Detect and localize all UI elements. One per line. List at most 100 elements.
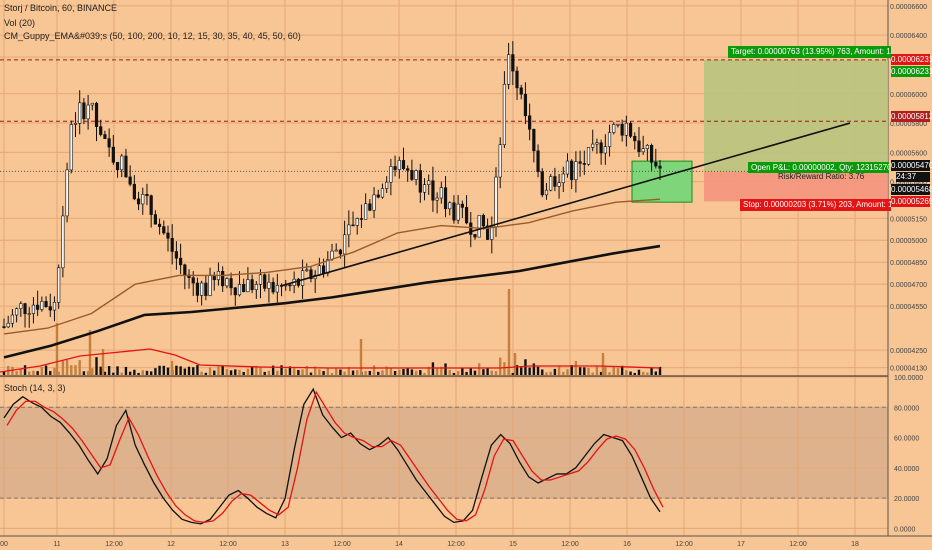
volume-bar (263, 371, 266, 375)
candle-body (633, 136, 637, 142)
volume-bar (318, 369, 321, 375)
candle-body (111, 146, 115, 163)
candle-body (233, 287, 237, 296)
candle-body (179, 257, 183, 266)
volume-bar (448, 369, 451, 375)
volume-bar (175, 365, 178, 375)
candle-body (288, 284, 292, 287)
candle-body (149, 195, 153, 215)
volume-bar (28, 371, 31, 375)
volume-bar (343, 371, 346, 375)
volume-legend[interactable]: Vol (20) (4, 18, 36, 28)
candle-body (27, 313, 31, 315)
candle-body (31, 304, 36, 314)
price-axis-label: 0.00005150 (890, 216, 927, 223)
candle-body (380, 188, 385, 198)
volume-bar (515, 365, 519, 375)
price-axis-label: 0.00006600 (890, 4, 927, 11)
volume-bar (154, 368, 157, 375)
candle-body (389, 166, 393, 183)
volume-bar (402, 369, 405, 375)
open-pnl-label[interactable]: Open P&L: 0.00000002, Qty: 123152701 (748, 162, 889, 173)
guppy-legend[interactable]: CM_Guppy_EMA&#039;s (50, 100, 200, 10, 1… (4, 31, 301, 41)
volume-bar (444, 363, 447, 375)
candle-body (52, 301, 57, 311)
candle-body (561, 173, 565, 184)
candle-body (296, 278, 300, 286)
candle-body (351, 224, 355, 227)
volume-bar (490, 370, 493, 375)
volume-bar (372, 365, 376, 375)
volume-bar (305, 365, 308, 375)
target-label[interactable]: Target: 0.00000763 (13.95%) 763, Amount:… (728, 46, 891, 58)
price-axis-label: 0.00005800 (890, 121, 927, 128)
candle-body (490, 226, 494, 240)
candle-body (435, 197, 439, 201)
candle-body (162, 226, 166, 234)
candle-body (250, 279, 254, 291)
volume-bar (44, 365, 48, 375)
price-tag-target-green: 0.00006231 (891, 66, 932, 77)
volume-bar (330, 372, 334, 375)
symbol-legend[interactable]: Storj / Bitcoin, 60, BINANCE (4, 3, 118, 13)
candle-body (658, 165, 662, 169)
candle-body (107, 138, 111, 148)
candle-body (267, 281, 271, 289)
candle-body (170, 237, 174, 252)
volume-bar (116, 366, 119, 375)
volume-spike (170, 361, 174, 375)
volume-bar (368, 370, 372, 375)
price-tag-level: 0.00005812 (891, 111, 932, 122)
volume-bar (503, 362, 506, 375)
volume-bar (511, 372, 515, 375)
volume-bar (414, 370, 418, 375)
volume-bar (364, 371, 367, 375)
volume-spike (88, 330, 92, 375)
time-axis-label: 15 (509, 541, 517, 548)
volume-bar (419, 370, 422, 375)
candle-body (452, 202, 456, 221)
volume-bar (385, 366, 388, 375)
stoch-legend[interactable]: Stoch (14, 3, 3) (4, 383, 66, 393)
volume-bar (141, 370, 144, 375)
time-axis-label: 12:00 (219, 541, 237, 548)
candle-body (82, 102, 86, 120)
candle-body (40, 301, 44, 310)
volume-bar (423, 372, 426, 375)
volume-bar (280, 365, 283, 375)
candle-body (44, 301, 48, 307)
candle-body (586, 147, 591, 165)
volume-bar (398, 369, 401, 375)
candle-body (221, 271, 225, 287)
volume-bar (204, 372, 208, 375)
candle-body (263, 274, 267, 289)
time-axis-label: 14 (395, 541, 403, 548)
stop-label[interactable]: Stop: 0.00000203 (3.71%) 203, Amount: 1 (740, 199, 892, 211)
volume-bar (288, 366, 292, 375)
candle-body (355, 218, 359, 226)
candle-body (99, 126, 103, 135)
volume-bar (40, 366, 44, 375)
candle-body (242, 284, 246, 293)
stop-zone (704, 171, 888, 202)
candle-body (157, 223, 162, 227)
candle-body (385, 181, 389, 189)
candle-body (477, 215, 481, 238)
volume-bar (532, 363, 536, 375)
volume-bar (339, 369, 342, 375)
candle-body (612, 124, 616, 133)
candle-body (120, 155, 124, 171)
candle-body (628, 122, 633, 137)
candle-body (439, 187, 443, 199)
time-axis-label: 12 (167, 541, 175, 548)
candle-body (90, 102, 94, 106)
candle-body (641, 148, 645, 153)
candle-body (443, 187, 448, 210)
volume-bar (36, 371, 39, 375)
volume-bar (599, 371, 603, 375)
volume-bar (246, 368, 250, 375)
candle-body (498, 144, 502, 178)
candle-body (519, 87, 523, 95)
